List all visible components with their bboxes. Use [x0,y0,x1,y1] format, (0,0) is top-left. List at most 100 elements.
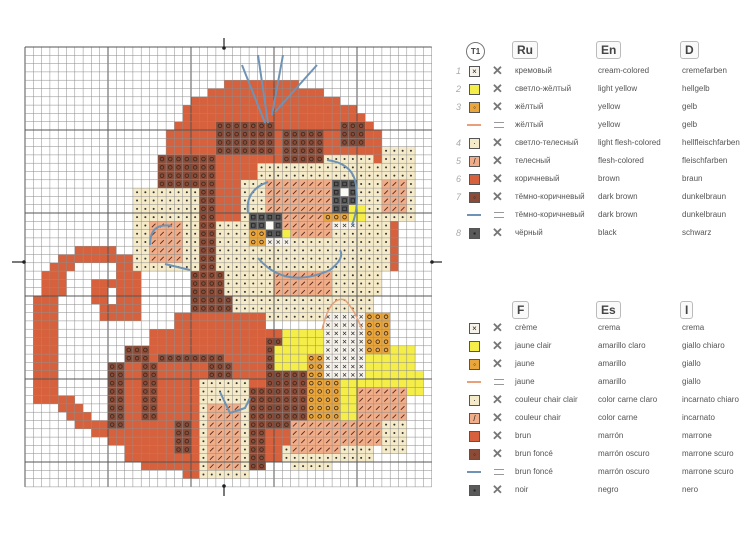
stitch-mark-slash [168,248,173,253]
stitch-mark-dot [335,166,338,169]
stitch-mark-slash [234,447,239,452]
stitch-mark-circle [267,380,273,386]
stitch-mark-circle [292,140,297,145]
stitch-mark-dot [376,265,379,268]
stitch-dark-brown [232,138,241,147]
stitch-brown [33,329,42,338]
stitch-brown [191,453,200,462]
stitch-brown [91,279,100,288]
stitch-dark-brown [199,246,208,255]
stitch-mark-dot [243,382,246,385]
stitch-mark-dot [385,166,388,169]
stitch-brown [265,453,274,462]
stitch-brown [191,113,200,122]
stitch-brown [174,453,183,462]
stitch-mark-circle [350,123,356,129]
stitch-mark-dot [243,216,246,219]
stitch-mark-slash [317,439,322,444]
stitch-mark-dot [202,473,205,476]
stitch-brown [240,329,250,338]
stitch-dark-brown [182,428,191,438]
stitch-brown [290,113,299,122]
stitch-mark-dot [376,182,379,185]
stitch-mark-slash [317,206,322,211]
stitch-mark-dot [144,199,147,202]
backstitch-hair [271,54,284,116]
yellow-swatch-icon: ◦ [469,359,480,370]
thread-header: T1 [466,42,485,61]
stitch-brown [215,337,225,346]
stitch-mark-dot [343,290,346,293]
stitch-brown [240,154,250,164]
stitch-mark-slash [317,215,322,220]
stitch-mark-dot [318,315,321,318]
stitch-mark-circle [176,439,181,444]
stitch-dark-brown [199,279,208,288]
stitch-brown [41,387,50,396]
stitch-mark-dot [268,290,271,293]
stitch-mark-circle [317,148,322,153]
stitch-mark-dot [285,456,288,459]
stitch-mark-dot [368,307,371,310]
stitch-mark-slash [383,405,389,411]
stitch-brown [232,154,241,164]
stitch-mark-circle [176,173,181,178]
stitch-mark-dot [252,249,255,252]
yellow-swatch-icon: ◦ [469,102,480,113]
stitch-yellow [307,362,316,371]
stitch-mark-slash [400,405,405,411]
stitch-mark-slash [392,414,397,419]
stitch-brown [182,412,191,421]
stitch-light-yellow [415,387,424,396]
legend-label: телесный [515,156,551,165]
stitch-mark-dot [235,274,238,277]
stitch-mark-dot [326,166,329,169]
legend-label: noir [515,485,529,494]
stitch-mark-circle [226,364,231,369]
stitch-mark-dot [277,265,280,268]
stitch-mark-dot [219,473,222,476]
stitch-mark-dot [393,149,396,152]
stitch-mark-circle [192,173,198,178]
stitch-brown [224,337,233,346]
stitch-mark-circle [334,214,339,220]
stitch-mark-slash [392,190,397,195]
stitch-mark-dot [243,456,246,459]
stitch-mark-slash [176,239,181,245]
stitch-brown [274,96,283,106]
stitch-black [265,229,274,238]
cross-stitch-icon: ✕ [492,99,503,114]
stitch-mark-slash [342,422,347,427]
flesh-swatch-icon: / [469,413,480,424]
stitch-brown [108,254,117,263]
stitch-dark-brown [149,387,158,396]
stitch-yellow [307,403,316,413]
stitch-mark-circle [159,173,165,178]
stitch-mark-circle [201,198,206,203]
stitch-brown [166,387,175,396]
stitch-dark-brown [149,403,158,413]
thread-number: 8 [456,228,462,238]
stitch-brown [157,462,167,471]
stitch-yellow [323,395,333,404]
stitch-mark-dot [376,166,379,169]
stitch-brown [365,146,374,155]
center-arrow-left-head [22,260,26,264]
stitch-mark-square [275,214,281,220]
stitch-mark-dot [343,257,346,260]
stitch-brown [215,105,225,114]
stitch-dark-brown [141,412,150,421]
stitch-brown [149,437,158,446]
stitch-brown [249,113,258,122]
stitch-brown [33,345,42,355]
stitch-mark-dot [268,282,271,285]
stitch-brown [108,312,117,321]
stitch-yellow [381,329,391,338]
stitch-brown [199,312,208,321]
stitch-mark-dot [376,249,379,252]
stitch-mark-circle [275,405,281,411]
stitch-mark-dot [285,257,288,260]
stitch-mark-dot [335,241,338,244]
stitch-brown [66,395,75,404]
stitch-dark-brown [290,138,299,147]
